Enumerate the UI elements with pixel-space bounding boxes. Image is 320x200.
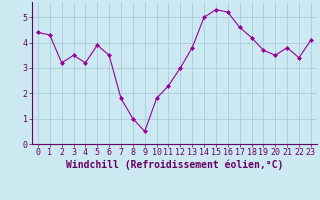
X-axis label: Windchill (Refroidissement éolien,°C): Windchill (Refroidissement éolien,°C) bbox=[66, 160, 283, 170]
